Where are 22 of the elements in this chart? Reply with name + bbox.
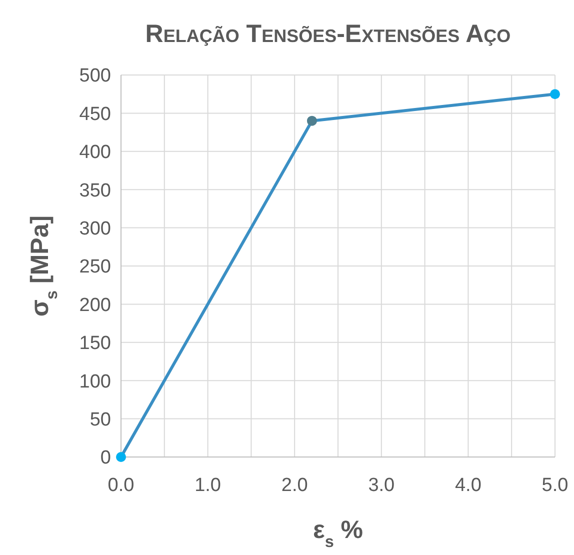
y-tick-label: 50 (90, 409, 111, 430)
y-tick-label: 500 (79, 66, 111, 87)
x-tick-label: 5.0 (542, 475, 568, 496)
x-tick-label: 1.0 (194, 475, 222, 496)
point (550, 89, 560, 100)
y-tick-label: 450 (79, 104, 111, 125)
x-tick-label: 0.0 (108, 475, 134, 496)
x-tick-label: 4.0 (454, 475, 482, 496)
x-tick-label: 2.0 (281, 475, 308, 496)
y-tick-label: 0 (100, 448, 111, 469)
x-tick-label: 3.0 (368, 475, 395, 496)
x-axis-title: ε$_{s}$ % (312, 516, 364, 551)
point (116, 452, 126, 462)
y-tick-label: 300 (79, 218, 111, 240)
point (306, 116, 317, 126)
y-tick-label: 200 (79, 294, 111, 316)
y-tick-label: 150 (79, 333, 111, 354)
chart-title: Relação Tensões-Extensões Aço (145, 20, 511, 48)
y-tick-label: 350 (79, 180, 111, 202)
y-tick-label: 250 (79, 256, 111, 278)
y-tick-label: 400 (79, 142, 111, 164)
y-tick-label: 100 (79, 371, 111, 392)
